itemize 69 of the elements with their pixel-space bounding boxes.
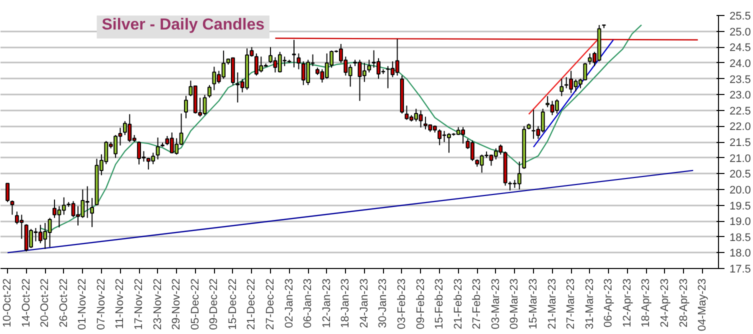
x-tick-label: 21-Feb-23 bbox=[452, 278, 464, 330]
y-tick-label: 25.5 bbox=[730, 10, 751, 22]
y-tick-label: 19.5 bbox=[730, 200, 751, 212]
x-tick-label: 18-Jan-23 bbox=[340, 278, 352, 328]
x-tick-label: 30-Jan-23 bbox=[377, 278, 390, 328]
x-tick-label: 27-Dec-22 bbox=[264, 278, 277, 330]
candlestick bbox=[184, 95, 188, 119]
y-tick-label: 20.5 bbox=[730, 168, 751, 181]
y-tick-label: 21.0 bbox=[730, 152, 751, 165]
x-tick-label: 27-Feb-23 bbox=[471, 278, 484, 330]
x-tick-label: 07-Nov-22 bbox=[95, 278, 108, 330]
y-tick-label: 20.0 bbox=[730, 184, 751, 196]
x-tick-label: 29-Nov-22 bbox=[170, 278, 183, 330]
candlestick bbox=[90, 197, 94, 228]
candlestick bbox=[470, 140, 474, 162]
x-tick-label: 21-Dec-22 bbox=[246, 278, 258, 330]
x-tick-label: 18-Apr-23 bbox=[640, 278, 652, 328]
x-tick-label: 12-Jan-23 bbox=[320, 278, 333, 328]
y-tick-label: 23.5 bbox=[730, 74, 751, 86]
x-tick-label: 09-Feb-23 bbox=[414, 278, 427, 330]
x-tick-label: 24-Jan-23 bbox=[358, 278, 370, 328]
candlestick bbox=[517, 161, 522, 190]
x-tick-label: 20-Oct-22 bbox=[39, 278, 52, 328]
y-tick-label: 17.5 bbox=[730, 264, 751, 276]
x-tick-label: 15-Feb-23 bbox=[434, 278, 446, 330]
candlestick bbox=[10, 200, 14, 216]
y-tick-label: 18.0 bbox=[730, 248, 751, 260]
y-tick-label: 22.5 bbox=[730, 105, 751, 118]
y-tick-label: 18.5 bbox=[730, 232, 751, 244]
x-tick-label: 21-Mar-23 bbox=[546, 278, 558, 330]
candlestick bbox=[208, 84, 212, 98]
x-tick-label: 28-Apr-23 bbox=[678, 278, 690, 328]
x-tick-label: 14-Oct-22 bbox=[20, 278, 32, 328]
y-tick-label: 24.0 bbox=[730, 58, 751, 70]
y-tick-label: 19.0 bbox=[730, 216, 751, 228]
x-tick-label: 01-Nov-22 bbox=[76, 278, 89, 330]
y-tick-label: 21.5 bbox=[730, 137, 751, 149]
candlestick bbox=[6, 182, 10, 203]
chart-title: Silver - Daily Candles bbox=[102, 16, 265, 34]
x-tick-label: 04-May-23 bbox=[696, 278, 709, 332]
x-tick-label: 06-Jan-23 bbox=[302, 278, 314, 328]
x-tick-label: 27-Mar-23 bbox=[565, 278, 578, 330]
x-tick-label: 23-Nov-22 bbox=[152, 278, 164, 330]
x-tick-label: 26-Oct-22 bbox=[58, 278, 70, 328]
x-tick-label: 09-Mar-23 bbox=[508, 278, 521, 330]
y-tick-label: 25.0 bbox=[730, 26, 751, 38]
x-tick-label: 02-Jan-23 bbox=[283, 278, 296, 328]
x-tick-label: 12-Apr-23 bbox=[621, 278, 634, 328]
x-tick-label: 03-Feb-23 bbox=[396, 278, 408, 330]
y-tick-label: 22.0 bbox=[730, 121, 751, 134]
x-tick-label: 10-Oct-22 bbox=[2, 278, 14, 328]
y-tick-label: 23.0 bbox=[730, 90, 751, 102]
x-tick-label: 17-Nov-22 bbox=[133, 278, 146, 330]
x-tick-label: 06-Apr-23 bbox=[602, 278, 615, 328]
candlestick bbox=[438, 128, 442, 146]
y-tick-label: 24.5 bbox=[730, 42, 751, 54]
candlestick bbox=[560, 78, 564, 97]
x-tick-label: 15-Mar-23 bbox=[527, 278, 540, 330]
x-tick-label: 09-Dec-22 bbox=[208, 278, 220, 330]
candlestick bbox=[296, 52, 301, 70]
x-tick-label: 05-Dec-22 bbox=[189, 278, 202, 330]
candlestick bbox=[292, 39, 296, 68]
x-tick-label: 15-Dec-22 bbox=[226, 278, 239, 330]
candlestick bbox=[362, 62, 366, 82]
candlestick bbox=[367, 59, 372, 73]
x-tick-label: 11-Nov-22 bbox=[114, 278, 126, 330]
x-tick-label: 24-Apr-23 bbox=[658, 278, 671, 328]
x-tick-label: 31-Mar-23 bbox=[584, 278, 596, 330]
x-tick-label: 03-Mar-23 bbox=[490, 278, 502, 330]
